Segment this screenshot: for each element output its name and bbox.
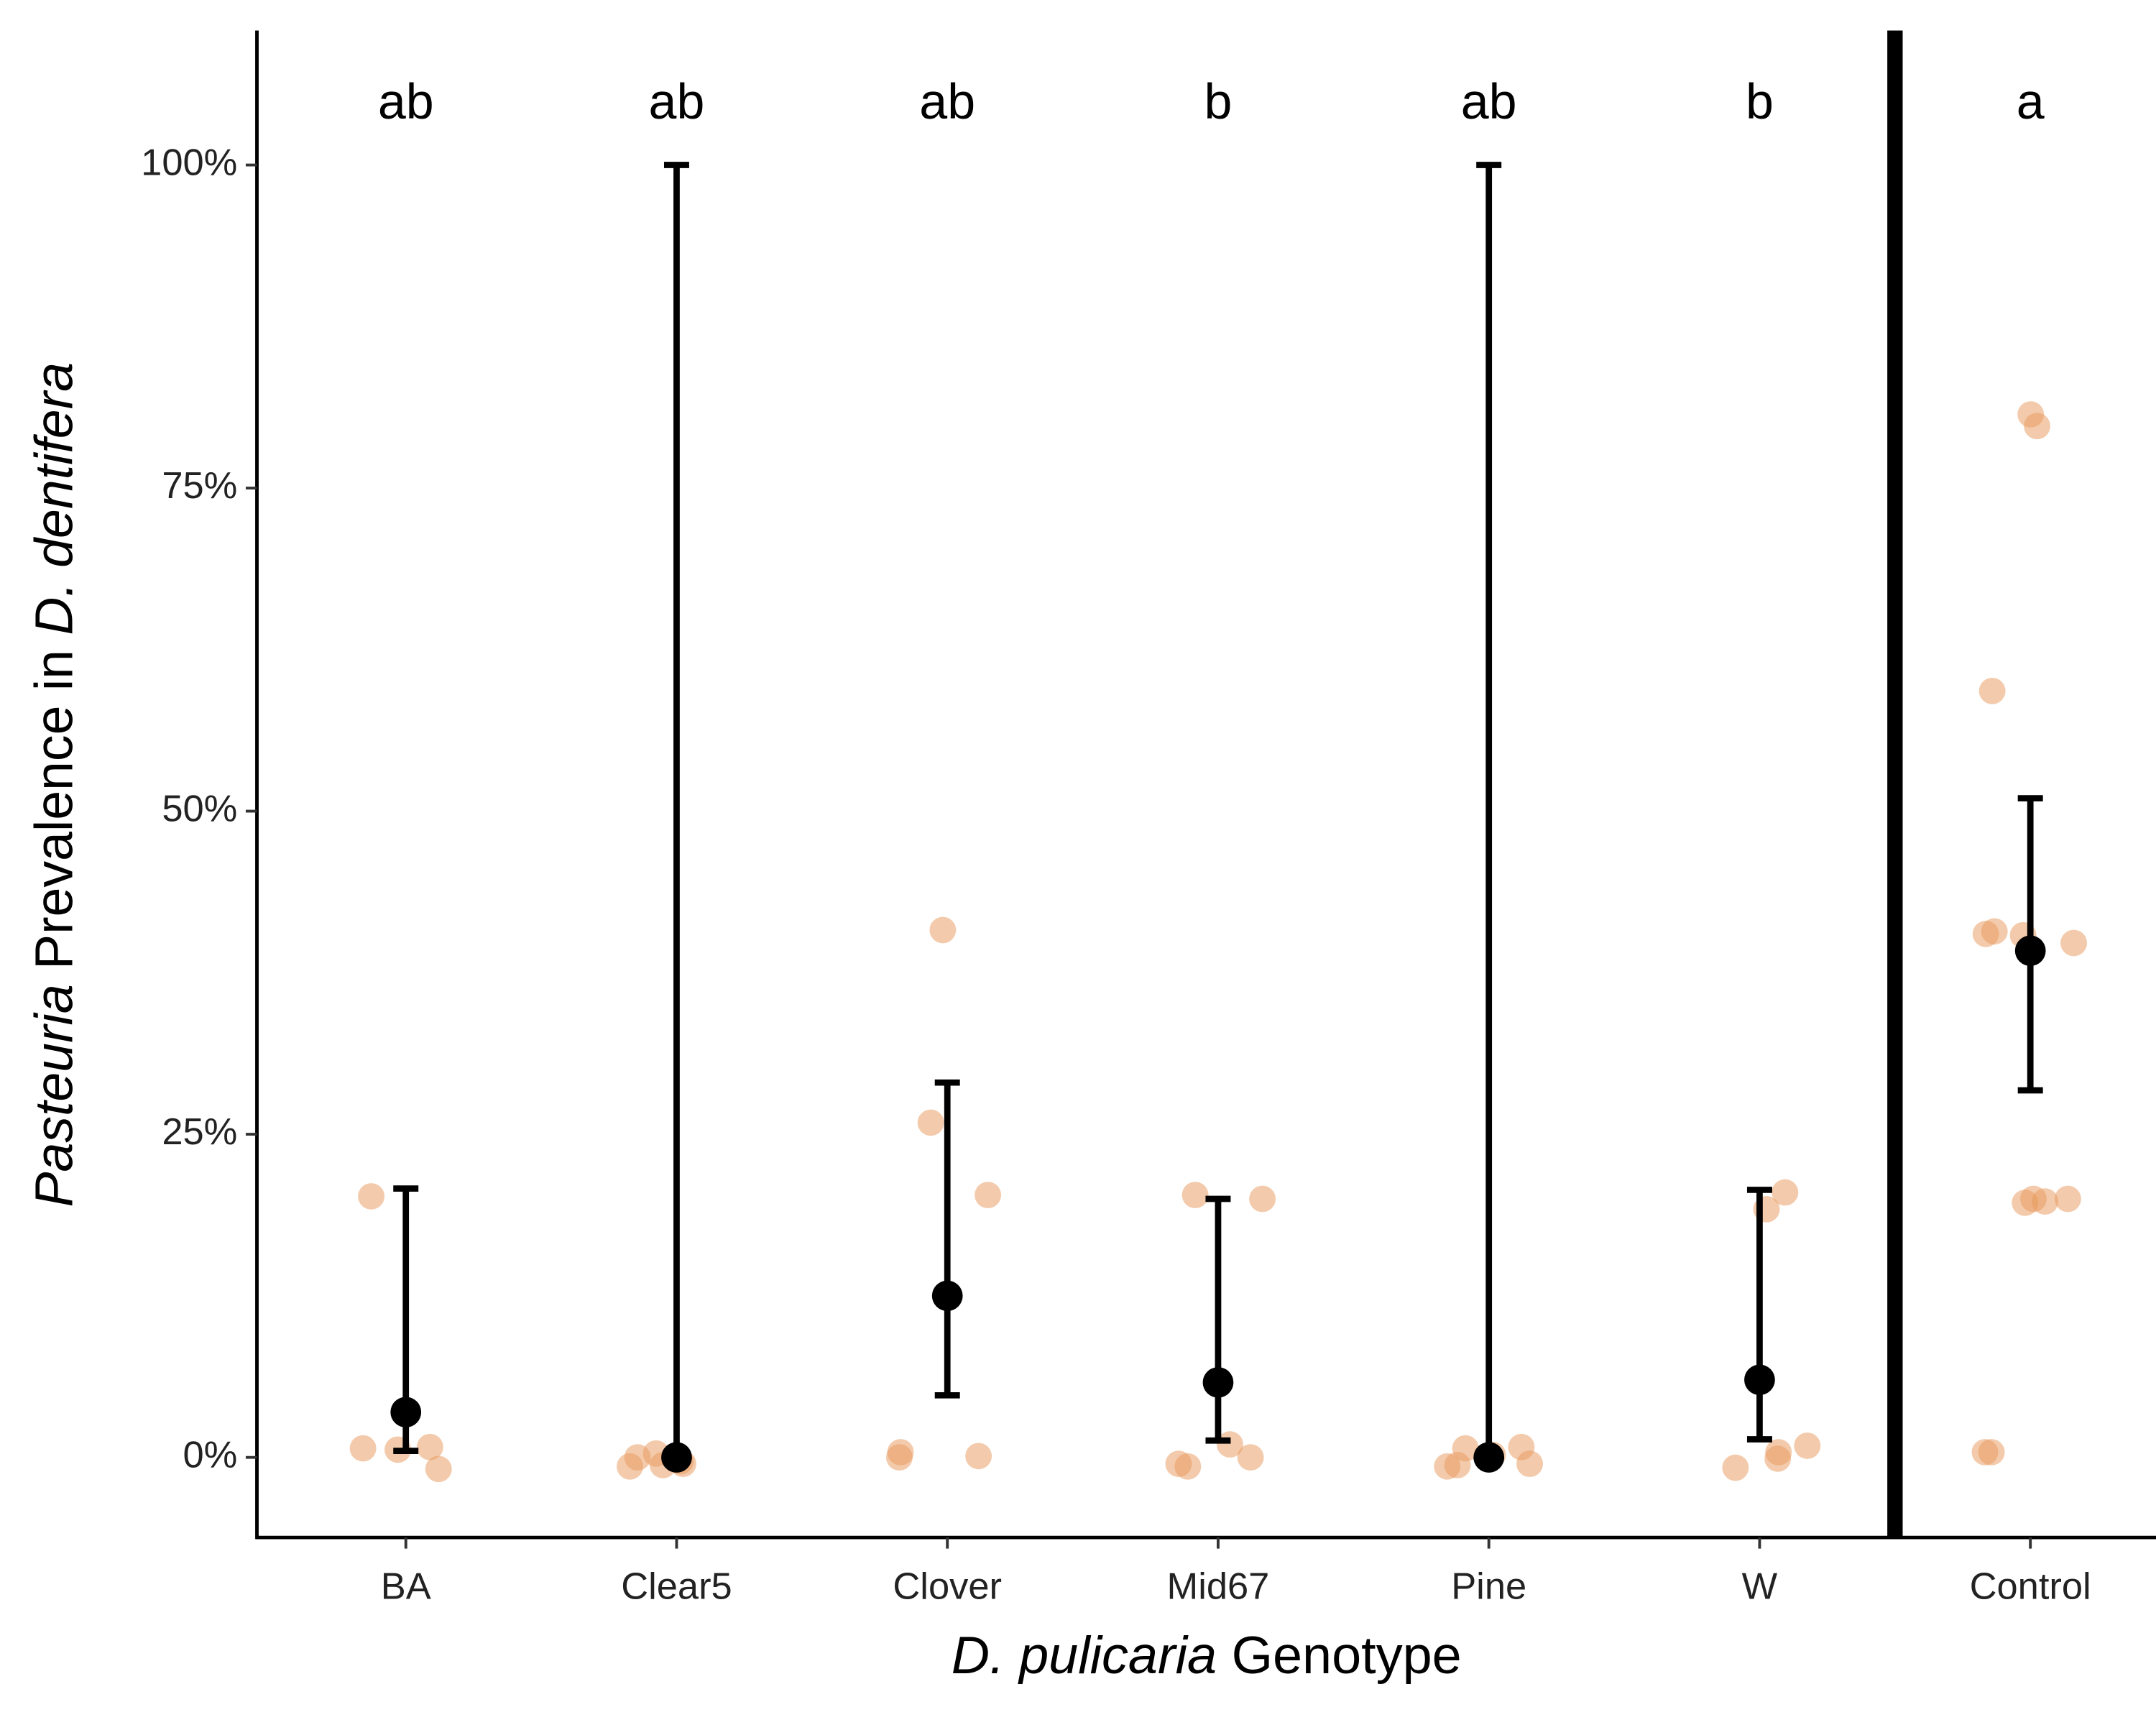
x-title-rest: Genotype <box>1232 1626 1462 1685</box>
mean-point <box>1473 1442 1505 1473</box>
x-axis-title: D. pulicaria Genotype <box>952 1626 1462 1685</box>
error-bar <box>1205 1195 1231 1444</box>
y-title-mid: Prevalence in <box>24 650 84 970</box>
replicate-point <box>1181 1182 1209 1208</box>
replicate-point <box>1237 1444 1264 1471</box>
replicate-point <box>965 1443 992 1470</box>
replicate-point <box>917 1109 944 1136</box>
replicate-point <box>929 916 957 944</box>
replicate-point <box>1174 1453 1202 1480</box>
group-letter: b <box>1204 73 1232 129</box>
x-tick-label: W <box>1742 1566 1778 1608</box>
replicate-point <box>2032 1188 2059 1215</box>
mean-point <box>1202 1367 1234 1398</box>
replicate-point <box>2060 929 2088 957</box>
y-axis-title: Pasteuria Prevalence in D. dentifera <box>24 362 84 1207</box>
replicate-point <box>1794 1432 1821 1459</box>
replicate-point <box>349 1435 377 1462</box>
y-tick-label: 50% <box>162 788 237 829</box>
replicate-point <box>1978 677 2006 704</box>
y-title-italic: Pasteuria <box>24 984 84 1207</box>
replicate-point <box>1516 1450 1544 1477</box>
replicate-point <box>617 1453 643 1480</box>
replicate-point <box>2024 413 2050 440</box>
mean-point <box>2014 935 2046 967</box>
x-title-italic: D. pulicaria <box>952 1626 1217 1685</box>
replicate-point <box>1978 1439 2005 1466</box>
x-tick-label: BA <box>381 1566 431 1608</box>
group-letter: b <box>1746 73 1774 129</box>
x-tick-label: Mid67 <box>1167 1566 1270 1608</box>
replicate-point <box>425 1455 452 1483</box>
replicate-point <box>1772 1179 1799 1206</box>
replicate-point <box>1249 1185 1276 1213</box>
replicate-point <box>975 1182 1002 1208</box>
error-bar <box>663 162 689 1460</box>
error-bar <box>1476 162 1502 1460</box>
replicate-point <box>885 1444 913 1471</box>
mean-point <box>1744 1364 1775 1396</box>
group-letter: ab <box>1461 73 1517 129</box>
y-tick-label: 75% <box>162 465 237 507</box>
replicate-point <box>416 1433 443 1460</box>
replicate-point <box>1722 1454 1749 1481</box>
error-bar <box>1746 1187 1772 1443</box>
replicate-point <box>2012 1190 2039 1216</box>
y-tick-label: 0% <box>183 1435 238 1476</box>
group-letter: ab <box>919 73 975 129</box>
x-tick-label: Clear5 <box>621 1566 732 1608</box>
x-tick-label: Clover <box>893 1566 1002 1608</box>
mean-point <box>931 1280 963 1312</box>
replicate-point <box>1764 1445 1792 1472</box>
error-bar <box>934 1079 960 1399</box>
replicate-point <box>1972 921 1999 947</box>
mean-point <box>390 1397 422 1427</box>
replicate-point <box>2054 1185 2081 1213</box>
group-letter: a <box>2017 73 2045 129</box>
y-tick-label: 100% <box>141 142 237 183</box>
mean-point <box>661 1442 692 1473</box>
replicate-point <box>358 1183 385 1210</box>
y-title-italic2: D. dentifera <box>24 362 84 635</box>
group-letter: ab <box>378 73 434 129</box>
group-letter: ab <box>649 73 705 129</box>
replicate-point <box>1434 1453 1461 1480</box>
x-tick-label: Control <box>1970 1566 2091 1608</box>
y-tick-label: 25% <box>162 1111 237 1153</box>
x-tick-label: Pine <box>1451 1566 1526 1608</box>
